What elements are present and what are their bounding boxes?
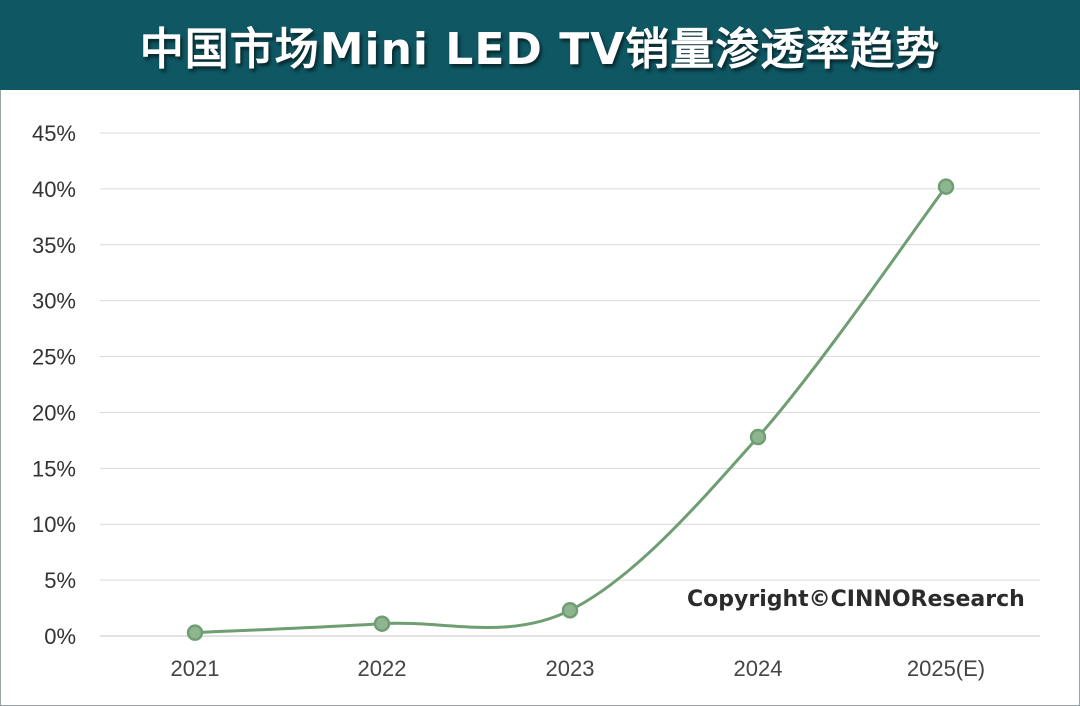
y-tick-label: 35% bbox=[32, 233, 76, 258]
copyright-annotation: Copyright©CINNOResearch bbox=[687, 587, 1025, 612]
y-tick-label: 25% bbox=[32, 345, 76, 370]
x-tick-label: 2021 bbox=[171, 656, 220, 681]
y-tick-label: 30% bbox=[32, 289, 76, 314]
x-axis-ticks: 2021 2022 2023 2024 2025(E) bbox=[171, 656, 986, 681]
data-point-marker bbox=[561, 602, 579, 619]
y-tick-label: 10% bbox=[32, 512, 76, 537]
x-tick-label: 2022 bbox=[358, 656, 407, 681]
y-tick-label: 40% bbox=[32, 177, 76, 202]
chart-title: 中国市场Mini LED TV销量渗透率趋势 bbox=[139, 24, 941, 75]
data-point-marker bbox=[749, 428, 767, 446]
title-bar: 中国市场Mini LED TV销量渗透率趋势 bbox=[0, 0, 1080, 90]
data-point-marker bbox=[373, 615, 391, 632]
data-point-marker bbox=[186, 624, 204, 641]
y-tick-label: 15% bbox=[32, 456, 76, 481]
y-axis-ticks: 0% 5% 10% 15% 20% 25% 30% 35% 40% 45% bbox=[32, 121, 76, 649]
y-tick-label: 45% bbox=[32, 121, 76, 146]
y-tick-label: 5% bbox=[44, 568, 76, 593]
y-tick-label: 20% bbox=[32, 400, 76, 425]
x-tick-label: 2024 bbox=[734, 656, 783, 681]
series-line bbox=[194, 185, 948, 635]
x-tick-label: 2025(E) bbox=[907, 656, 985, 681]
data-point-marker bbox=[937, 178, 955, 195]
series-markers bbox=[186, 178, 955, 641]
y-tick-label: 0% bbox=[44, 624, 76, 649]
x-tick-label: 2023 bbox=[546, 656, 595, 681]
gridlines bbox=[100, 132, 1040, 637]
